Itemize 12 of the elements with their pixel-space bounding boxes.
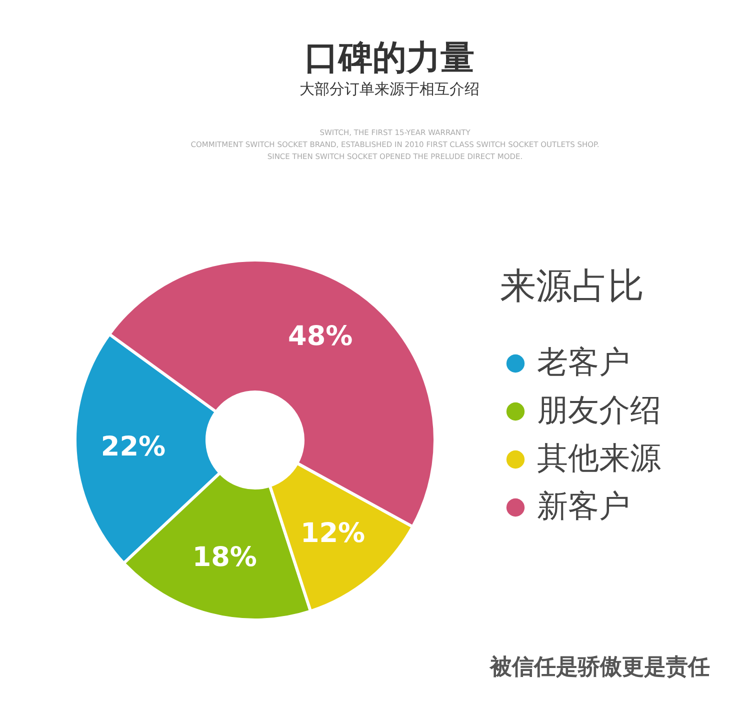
text: 被信任是骄傲更是责任 [489,655,710,680]
legend-label: 老客户 [537,344,630,380]
legend-label: 新客户 [537,488,630,524]
data-label: 12% [300,518,366,550]
data-label: 18% [192,542,257,574]
chart-title: 口碑的力量 [304,38,474,78]
data-label: 48% [288,320,353,352]
legend-title: 来源占比 [500,266,644,307]
legend-label: 其他来源 [537,440,661,476]
data-label: 22% [100,432,166,463]
legend-label: 朋友介绍 [537,392,661,428]
chart-subtitle: 大部分订单来源于相互介绍 [300,80,480,98]
